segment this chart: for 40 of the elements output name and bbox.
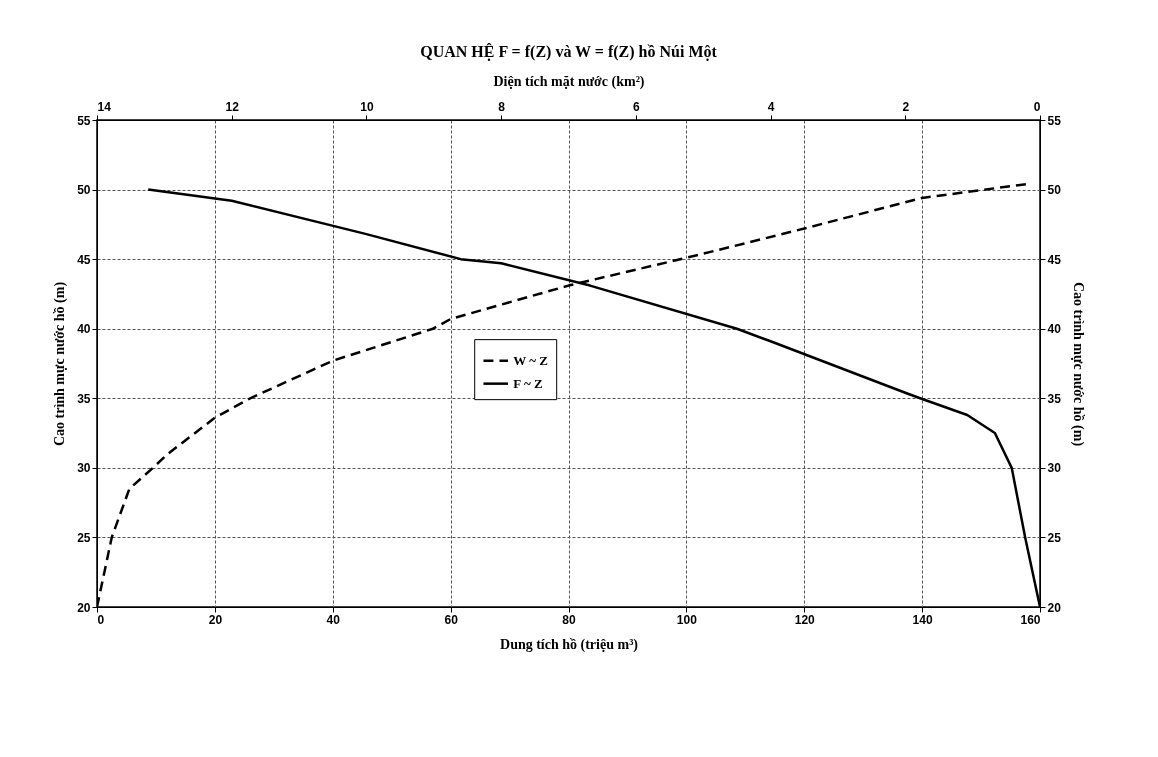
y2-axis-title: Cao trình mực nước hồ (m): [1069, 281, 1086, 447]
x-tick-label: 120: [794, 612, 816, 627]
x2-tick-label: 4: [767, 99, 775, 114]
x2-tick-label: 6: [633, 99, 641, 114]
x-tick-label: 160: [1020, 612, 1041, 627]
y-tick-label: 45: [77, 252, 91, 267]
y-tick-label: 40: [77, 322, 91, 337]
y2-tick-label: 40: [1047, 322, 1062, 337]
y-tick-label: 30: [77, 461, 91, 476]
x-tick-label: 100: [676, 612, 698, 627]
legend-label: F ~ Z: [513, 375, 543, 391]
x2-tick-label: 14: [97, 99, 112, 114]
legend-label: W ~ Z: [513, 352, 549, 368]
x2-tick-label: 10: [360, 99, 374, 114]
chart-title: QUAN HỆ F = f(Z) và W = f(Z) hồ Núi Một: [420, 43, 718, 61]
y2-tick-label: 25: [1047, 530, 1062, 545]
x2-tick-label: 12: [225, 99, 240, 114]
y2-tick-label: 35: [1047, 391, 1062, 406]
y2-tick-label: 45: [1047, 252, 1062, 267]
x-axis-title: Dung tích hồ (triệu m³): [500, 636, 639, 653]
x2-tick-label: 2: [902, 99, 910, 114]
x2-tick-label: 0: [1033, 99, 1041, 114]
y-axis-title: Cao trình mực nước hồ (m): [52, 281, 69, 447]
y-tick-label: 50: [77, 183, 91, 198]
x2-tick-label: 8: [498, 99, 506, 114]
y2-tick-label: 50: [1047, 183, 1062, 198]
x2-axis-title: Diện tích mặt nước (km²): [493, 73, 645, 90]
x-tick-label: 0: [97, 612, 105, 627]
x-tick-label: 140: [912, 612, 933, 627]
x-tick-label: 40: [326, 612, 341, 627]
y-tick-label: 35: [77, 391, 91, 406]
y-tick-label: 20: [77, 600, 91, 615]
y2-tick-label: 55: [1047, 113, 1062, 128]
x-tick-label: 20: [208, 612, 223, 627]
y2-tick-label: 20: [1047, 600, 1062, 615]
x-tick-label: 80: [562, 612, 576, 627]
y-tick-label: 25: [77, 530, 91, 545]
x-tick-label: 60: [444, 612, 459, 627]
y2-tick-label: 30: [1047, 461, 1062, 476]
y-tick-label: 55: [77, 113, 91, 128]
